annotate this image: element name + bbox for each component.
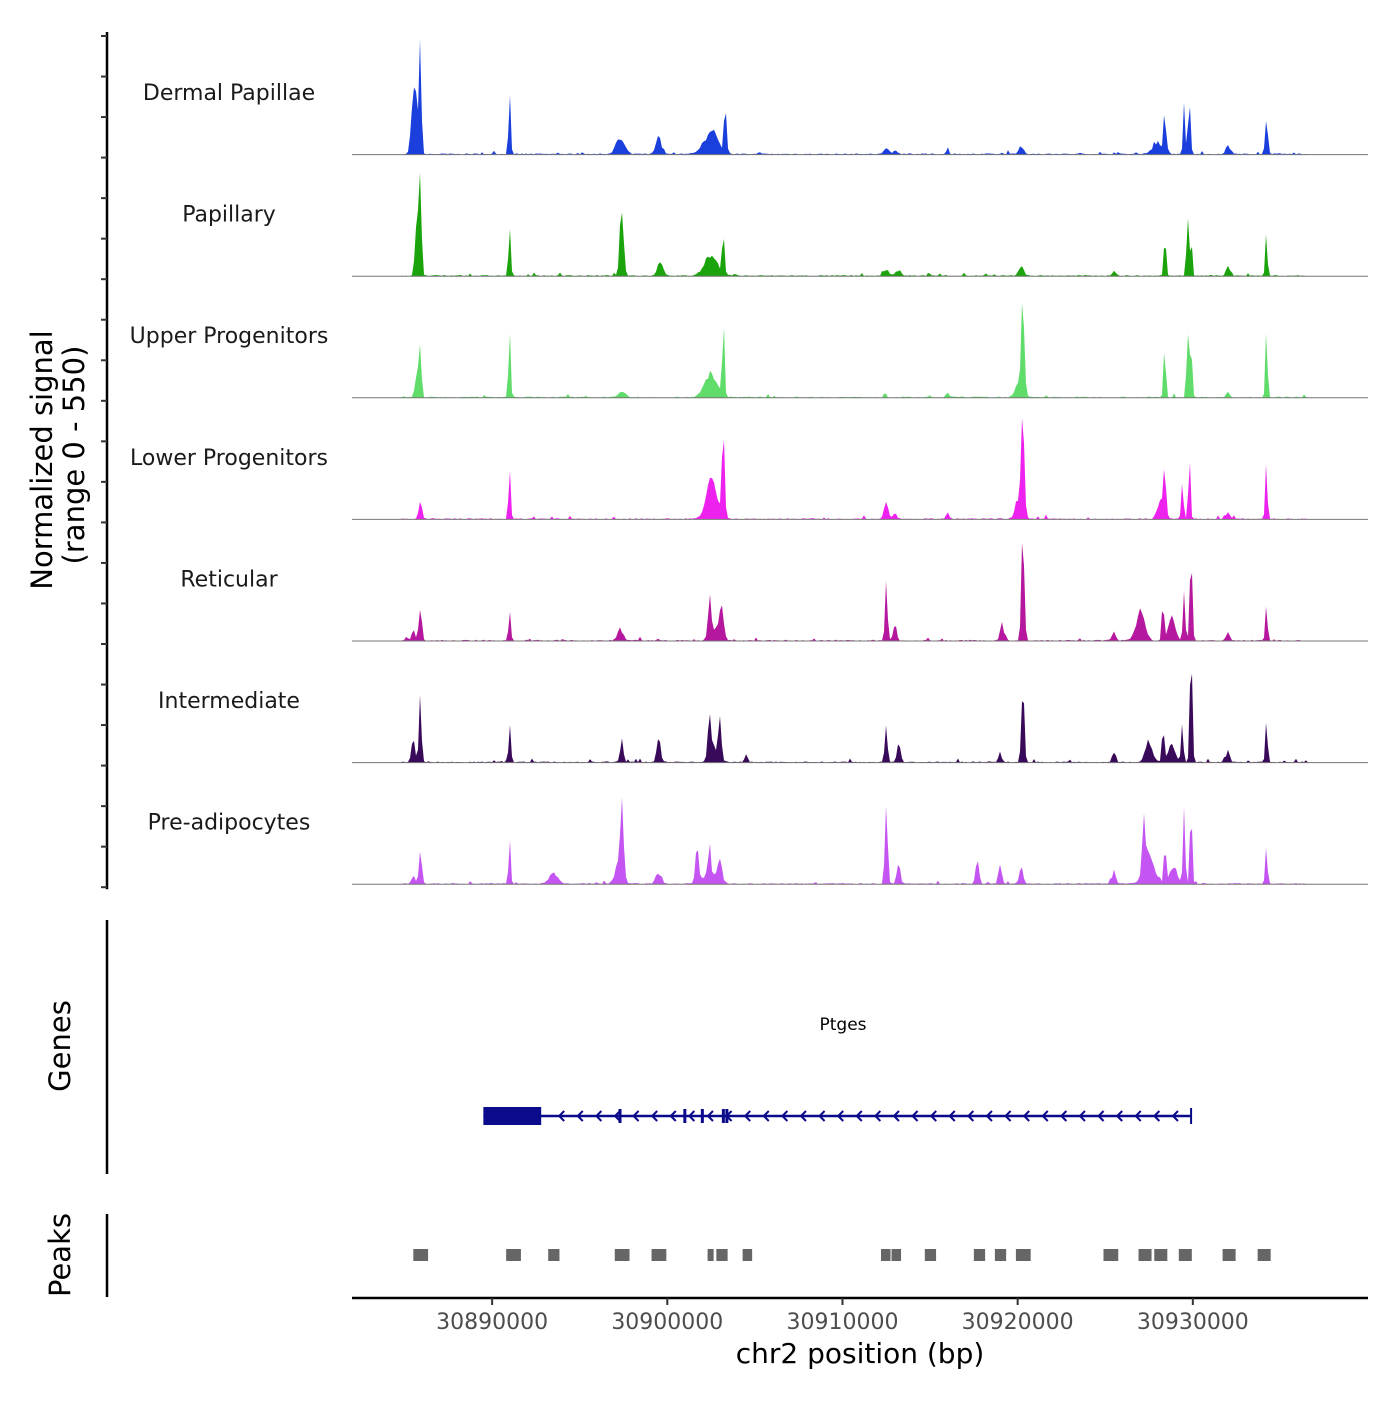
gene-exon-block (483, 1107, 542, 1125)
signal-area (352, 39, 1368, 155)
signal-area (352, 418, 1368, 520)
strand-arrow (873, 1110, 882, 1122)
track-lower-progenitors: Lower Progenitors (130, 418, 1368, 520)
coverage-tracks: Dermal Papillae Papillary Upper Progenitor… (101, 32, 1368, 890)
peak-region (651, 1249, 667, 1261)
peak-region (506, 1249, 521, 1261)
peaks-track-label: Peaks (43, 1213, 77, 1297)
peak-region (614, 1249, 630, 1261)
track-intermediate: Intermediate (158, 673, 1368, 764)
strand-arrow (1078, 1110, 1086, 1122)
strand-arrow (836, 1110, 844, 1122)
strand-arrow (966, 1110, 975, 1122)
peak-region (924, 1249, 937, 1261)
strand-arrow (632, 1110, 640, 1122)
peak-region (742, 1249, 753, 1261)
signal-area (352, 303, 1368, 398)
peak-region (548, 1249, 560, 1261)
y-axis-label-line2: (range 0 - 550) (57, 346, 91, 565)
y-axis-label-line1: Normalized signal (25, 330, 59, 589)
x-tick-label: 30930000 (1137, 1310, 1249, 1335)
strand-arrow (687, 1110, 696, 1122)
peak-region (716, 1249, 728, 1261)
genes-track-label: Genes (43, 1000, 77, 1092)
strand-arrow (743, 1110, 751, 1122)
strand-arrow (613, 1110, 621, 1122)
strand-arrow (576, 1110, 584, 1122)
track-label: Pre-adipocytes (148, 811, 311, 836)
strand-arrow (911, 1110, 919, 1122)
strand-arrow (1041, 1110, 1049, 1122)
strand-arrow (985, 1110, 993, 1122)
peak-region (1222, 1249, 1236, 1261)
peak-region (1178, 1249, 1192, 1261)
track-label: Dermal Papillae (143, 81, 315, 106)
strand-arrow (650, 1110, 658, 1122)
peak-region (891, 1249, 902, 1261)
track-dermal-papillae: Dermal Papillae (143, 39, 1368, 156)
strand-arrow (1097, 1110, 1105, 1122)
track-label: Papillary (182, 203, 276, 228)
axis-labels: Normalized signal (range 0 - 550) Genes … (25, 330, 984, 1370)
x-tick-label: 30890000 (436, 1310, 548, 1335)
track-upper-progenitors: Upper Progenitors (130, 303, 1368, 399)
strand-arrow (1134, 1110, 1142, 1122)
peak-region (413, 1249, 429, 1261)
strand-arrow (762, 1110, 770, 1122)
gene-exon (700, 1109, 704, 1123)
x-tick-label: 30920000 (962, 1310, 1074, 1335)
strand-arrow (594, 1110, 603, 1122)
track-reticular: Reticular (180, 542, 1368, 642)
strand-arrow (929, 1110, 937, 1122)
signal-area (352, 172, 1368, 277)
signal-area (352, 797, 1368, 885)
strand-arrow (892, 1110, 900, 1122)
strand-arrow (780, 1110, 789, 1122)
strand-arrow (669, 1110, 677, 1122)
peak-region (1015, 1249, 1031, 1261)
track-label: Lower Progenitors (130, 446, 328, 471)
peak-region (1154, 1249, 1168, 1261)
signal-area (352, 673, 1368, 763)
x-axis: 30890000 30900000 30910000 30920000 30930000 (352, 1296, 1368, 1335)
signal-area (352, 542, 1368, 641)
strand-arrow (725, 1110, 733, 1122)
strand-arrow (855, 1110, 863, 1122)
peaks-track (105, 1214, 1271, 1297)
peak-region (994, 1249, 1007, 1261)
strand-arrow (1152, 1110, 1161, 1122)
peak-region (1103, 1249, 1119, 1261)
peak-region (707, 1249, 714, 1261)
strand-arrow (818, 1110, 826, 1122)
gene-exon (618, 1109, 622, 1123)
strand-arrow (799, 1110, 807, 1122)
strand-arrow (1022, 1110, 1030, 1122)
track-label: Reticular (180, 567, 278, 592)
gene-exon (721, 1109, 725, 1123)
x-tick-label: 30910000 (786, 1310, 898, 1335)
peak-region (1257, 1249, 1271, 1261)
strand-arrow (948, 1110, 956, 1122)
strand-arrow (557, 1110, 565, 1122)
gene-exon (683, 1109, 687, 1123)
strand-arrow (1115, 1110, 1123, 1122)
track-label: Intermediate (158, 689, 300, 714)
peak-region (973, 1249, 986, 1261)
gene-name-label: Ptges (819, 1015, 866, 1035)
peak-region (1138, 1249, 1152, 1261)
track-pre-adipocytes: Pre-adipocytes (148, 797, 1368, 885)
strand-arrow (706, 1110, 714, 1122)
track-label: Upper Progenitors (130, 324, 329, 349)
x-axis-label: chr2 position (bp) (736, 1337, 985, 1370)
strand-arrow (1059, 1110, 1068, 1122)
peak-region (881, 1249, 891, 1261)
track-papillary: Papillary (182, 172, 1368, 277)
strand-arrow (1171, 1110, 1179, 1122)
x-tick-label: 30900000 (611, 1310, 723, 1335)
genes-track (105, 920, 1193, 1174)
strand-arrow (1004, 1110, 1012, 1122)
